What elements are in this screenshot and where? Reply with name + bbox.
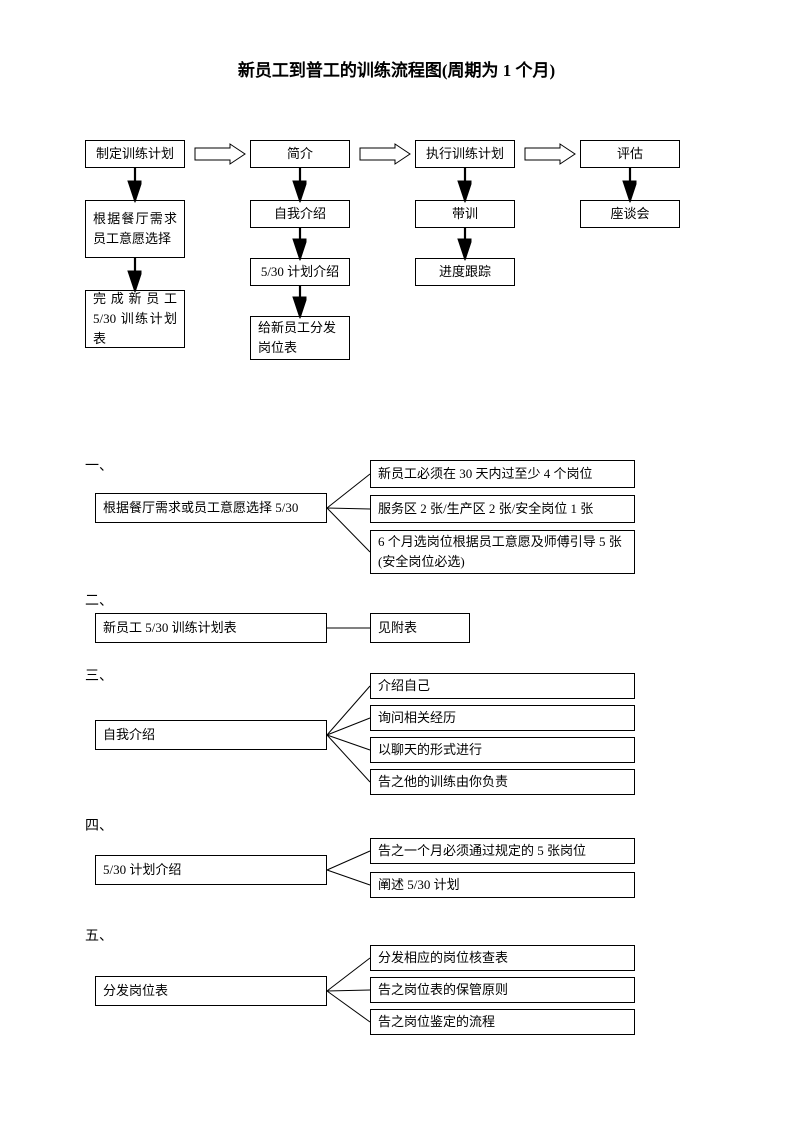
flow-col1-b1: 根据餐厅需求员工意愿选择 bbox=[85, 200, 185, 258]
flow-col3-b1: 带训 bbox=[415, 200, 515, 228]
hollow-arrow-3 bbox=[525, 144, 575, 164]
section-1-right-2: 6 个月选岗位根据员工意愿及师傅引导 5 张(安全岗位必选) bbox=[370, 530, 635, 574]
flow-col1-b2: 完成新员工 5/30 训练计划表 bbox=[85, 290, 185, 348]
section-2-left: 新员工 5/30 训练计划表 bbox=[95, 613, 327, 643]
section-4-right-0: 告之一个月必须通过规定的 5 张岗位 bbox=[370, 838, 635, 864]
section-1-num: 一、 bbox=[85, 455, 113, 475]
section-4-left: 5/30 计划介绍 bbox=[95, 855, 327, 885]
flow-col2-top: 简介 bbox=[250, 140, 350, 168]
section-5-right-1: 告之岗位表的保管原则 bbox=[370, 977, 635, 1003]
section-4-num: 四、 bbox=[85, 815, 113, 835]
section-3-left: 自我介绍 bbox=[95, 720, 327, 750]
section-3-num: 三、 bbox=[85, 665, 113, 685]
flow-col4-top: 评估 bbox=[580, 140, 680, 168]
section-2-num: 二、 bbox=[85, 590, 113, 610]
section-5-right-0: 分发相应的岗位核查表 bbox=[370, 945, 635, 971]
flow-col1-top: 制定训练计划 bbox=[85, 140, 185, 168]
flow-col3-top: 执行训练计划 bbox=[415, 140, 515, 168]
flow-col2-b3: 给新员工分发岗位表 bbox=[250, 316, 350, 360]
flow-col2-b2: 5/30 计划介绍 bbox=[250, 258, 350, 286]
section-3-right-3: 告之他的训练由你负责 bbox=[370, 769, 635, 795]
section-3-right-0: 介绍自己 bbox=[370, 673, 635, 699]
section-5-left: 分发岗位表 bbox=[95, 976, 327, 1006]
section-5-num: 五、 bbox=[85, 925, 113, 945]
page-title: 新员工到普工的训练流程图(周期为 1 个月) bbox=[0, 0, 793, 91]
flow-col2-b1: 自我介绍 bbox=[250, 200, 350, 228]
section-1-left: 根据餐厅需求或员工意愿选择 5/30 bbox=[95, 493, 327, 523]
section-1-right-0: 新员工必须在 30 天内过至少 4 个岗位 bbox=[370, 460, 635, 488]
section-3-right-1: 询问相关经历 bbox=[370, 705, 635, 731]
section-1-right-1: 服务区 2 张/生产区 2 张/安全岗位 1 张 bbox=[370, 495, 635, 523]
section-2-right: 见附表 bbox=[370, 613, 470, 643]
section-3-right-2: 以聊天的形式进行 bbox=[370, 737, 635, 763]
flow-col3-b2: 进度跟踪 bbox=[415, 258, 515, 286]
flow-col4-b1: 座谈会 bbox=[580, 200, 680, 228]
hollow-arrow-2 bbox=[360, 144, 410, 164]
hollow-arrow-1 bbox=[195, 144, 245, 164]
section-4-right-1: 阐述 5/30 计划 bbox=[370, 872, 635, 898]
section-5-right-2: 告之岗位鉴定的流程 bbox=[370, 1009, 635, 1035]
